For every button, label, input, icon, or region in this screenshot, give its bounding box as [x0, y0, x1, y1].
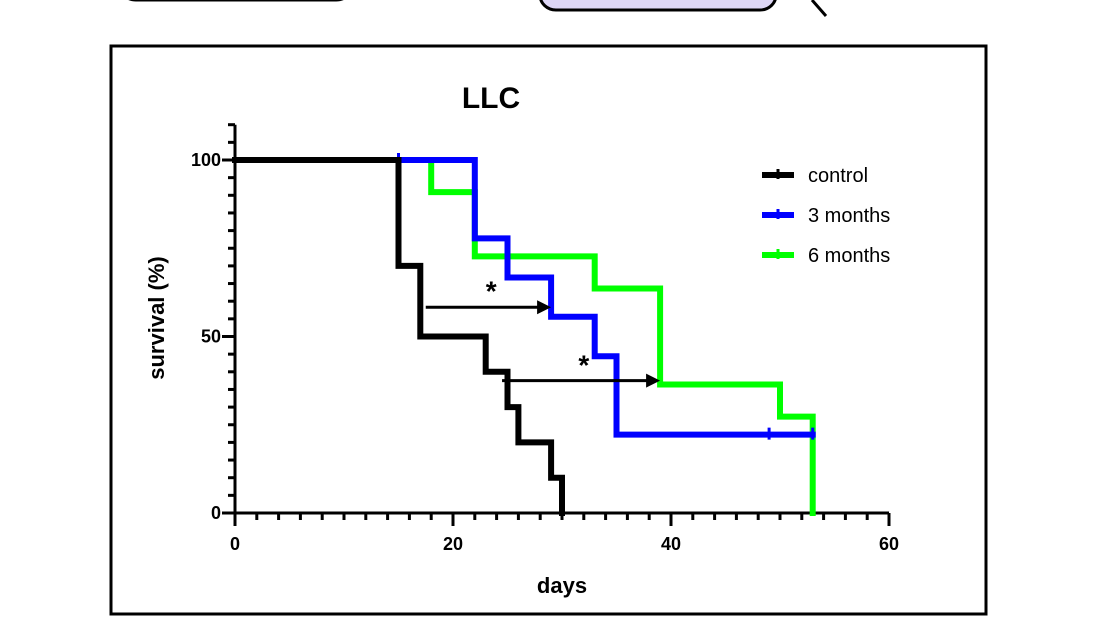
x-tick-label: 40 — [661, 534, 681, 554]
y-tick-label: 0 — [211, 503, 221, 523]
partial-box-center — [539, 0, 777, 12]
annotation-layer: ** — [425, 276, 661, 388]
legend: control 3 months 6 months — [762, 165, 890, 267]
x-axis-label: days — [537, 573, 587, 598]
annotation-arrow-head — [646, 373, 661, 388]
annotation-arrow-head — [537, 300, 552, 315]
significance-asterisk: * — [486, 276, 497, 307]
x-tick-label: 0 — [230, 534, 240, 554]
figure-frame — [109, 44, 988, 616]
series-line-3-months — [232, 157, 816, 438]
x-tick-label: 20 — [443, 534, 463, 554]
legend-label: 6 months — [808, 245, 890, 267]
y-tick-label: 50 — [201, 327, 221, 347]
y-tick-label: 100 — [191, 150, 221, 170]
legend-label: 3 months — [808, 205, 890, 227]
axes: 0 20 40 60 0 50 100 — [191, 123, 899, 554]
significance-asterisk: * — [578, 350, 589, 381]
y-axis-label: survival (%) — [144, 256, 169, 380]
partial-pointer — [810, 0, 828, 17]
chart-title: LLC — [462, 82, 520, 115]
series-layer — [232, 153, 816, 516]
series-line-control — [232, 157, 565, 516]
legend-label: control — [808, 165, 868, 187]
x-tick-label: 60 — [879, 534, 899, 554]
series-line-6-months — [232, 157, 816, 516]
